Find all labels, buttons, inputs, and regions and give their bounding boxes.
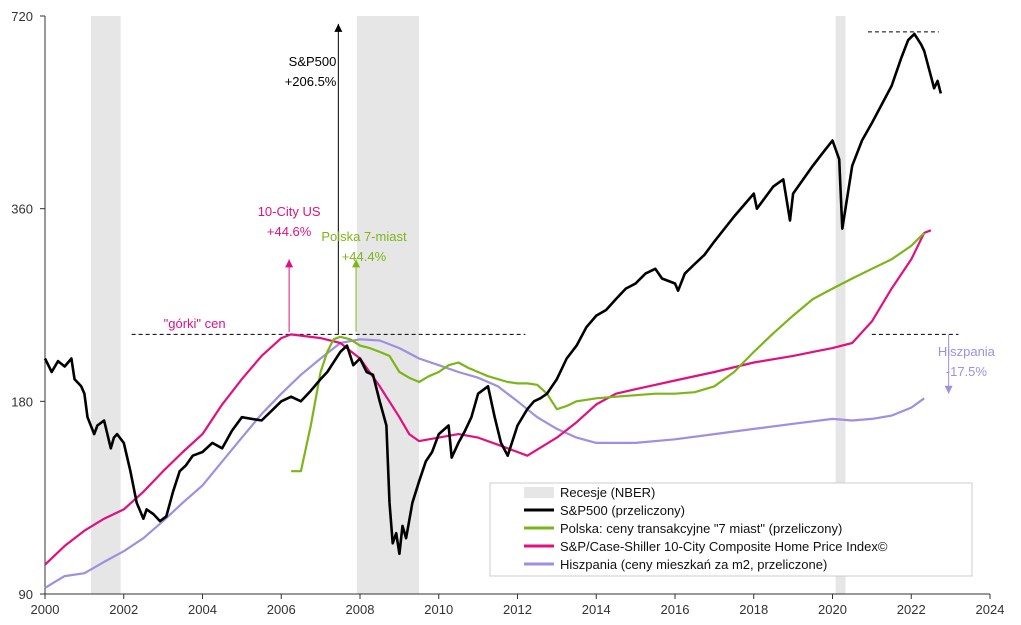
- recession-band-1: [356, 16, 420, 594]
- x-tick-label-2022: 2022: [897, 602, 926, 617]
- x-tick-label-2024: 2024: [976, 602, 1005, 617]
- spain-annotation-line-1: -17.5%: [946, 364, 988, 379]
- series-line-3: [44, 338, 925, 589]
- legend: Recesje (NBER) S&P500 (przeliczony) Polska…: [489, 482, 973, 577]
- series-line-1: [291, 232, 925, 473]
- poland-annotation-line-1: +44.4%: [342, 249, 387, 264]
- legend-label-2: Polska: ceny transakcyjne "7 miast" (prz…: [560, 521, 842, 536]
- cs10-annotation-line-0: 10-City US: [258, 204, 321, 219]
- x-tick-label-2004: 2004: [188, 602, 217, 617]
- sp500-annotation-line-1: +206.5%: [285, 74, 337, 89]
- x-tick-label-2000: 2000: [31, 602, 60, 617]
- legend-swatch-0: [524, 487, 554, 498]
- recession-bands: [91, 16, 846, 594]
- spain-arrow-head: [944, 385, 953, 394]
- recession-band-2: [835, 16, 846, 594]
- cs10-annotation-line-1: +44.6%: [267, 224, 312, 239]
- x-tick-label-2002: 2002: [109, 602, 138, 617]
- legend-label-4: Hiszpania (ceny mieszkań za m2, przelicz…: [560, 557, 827, 572]
- recession-band-0: [91, 16, 121, 594]
- x-tick-label-2020: 2020: [818, 602, 847, 617]
- x-tick-label-2016: 2016: [661, 602, 690, 617]
- sp500-annotation-line-0: S&P500: [289, 54, 337, 69]
- y-tick-label-90: 90: [19, 587, 33, 602]
- y-tick-label-720: 720: [11, 9, 33, 24]
- reference-lines: [131, 31, 959, 335]
- y-tick-label-360: 360: [11, 202, 33, 217]
- x-axis-ticks: 2000 2002 2004 2006 2008 2010 2012 2014 2016 2018…: [31, 594, 1005, 617]
- poland-annotation-line-0: Polska 7-miast: [321, 229, 407, 244]
- x-tick-label-2010: 2010: [424, 602, 453, 617]
- y-axis-ticks: 90 180 360 720: [11, 9, 45, 602]
- x-tick-label-2008: 2008: [346, 602, 375, 617]
- legend-box: [489, 482, 973, 577]
- x-tick-label-2012: 2012: [503, 602, 532, 617]
- legend-label-0: Recesje (NBER): [560, 485, 655, 500]
- x-tick-label-2006: 2006: [267, 602, 296, 617]
- annotations: S&P500 +206.5% 10-City US +44.6% Polska 7-mi…: [164, 23, 996, 394]
- legend-label-1: S&P500 (przeliczony): [560, 503, 685, 518]
- cs10-arrow-head: [285, 259, 294, 268]
- spain-annotation-line-0: Hiszpania: [938, 344, 996, 359]
- series-lines: [43, 32, 943, 589]
- peaks-annotation-line-0: "górki" cen: [164, 316, 226, 331]
- legend-label-3: S&P/Case-Shiller 10-City Composite Home …: [560, 539, 888, 554]
- x-tick-label-2014: 2014: [582, 602, 611, 617]
- x-tick-label-2018: 2018: [739, 602, 768, 617]
- y-tick-label-180: 180: [11, 394, 33, 409]
- sp500-arrow-head: [334, 23, 343, 32]
- series-line-0: [43, 32, 943, 556]
- poland-arrow-head: [352, 259, 361, 268]
